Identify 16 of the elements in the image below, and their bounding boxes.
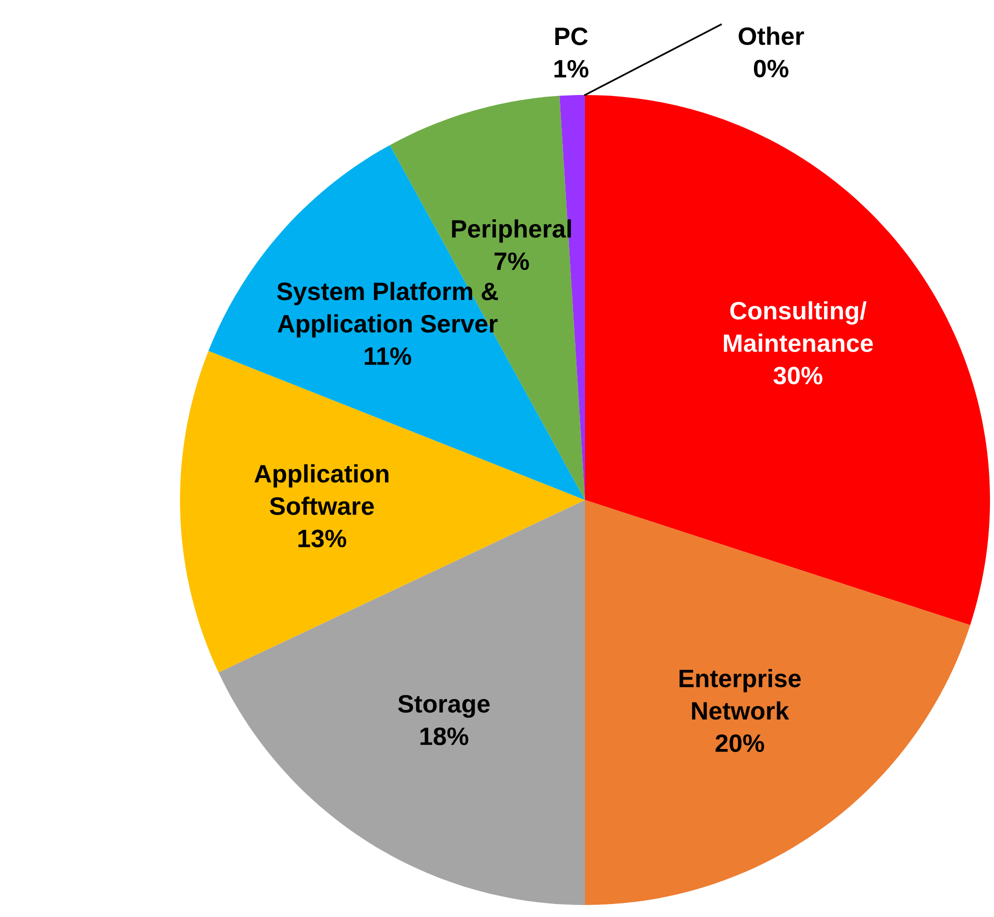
slice-label: Application Software [254,464,388,515]
data-label: 30% [774,366,822,384]
data-label: 13% [298,530,346,548]
data-label: 20% [716,734,764,752]
data-label: 11% [364,347,412,365]
slice-label: PC [555,28,588,46]
category-label: Other [738,26,804,46]
slice-label: Storage [398,694,490,718]
pie-slice [585,500,970,905]
data-label: 18% [420,727,468,746]
data-label: 1% [554,60,588,78]
data-label: 7% [494,252,529,270]
text: 0% [754,60,788,78]
slice-label: Enterprise Network [680,668,801,720]
slice-label: Consulting/ Maintenance [724,301,873,352]
pie-slice [585,95,990,626]
